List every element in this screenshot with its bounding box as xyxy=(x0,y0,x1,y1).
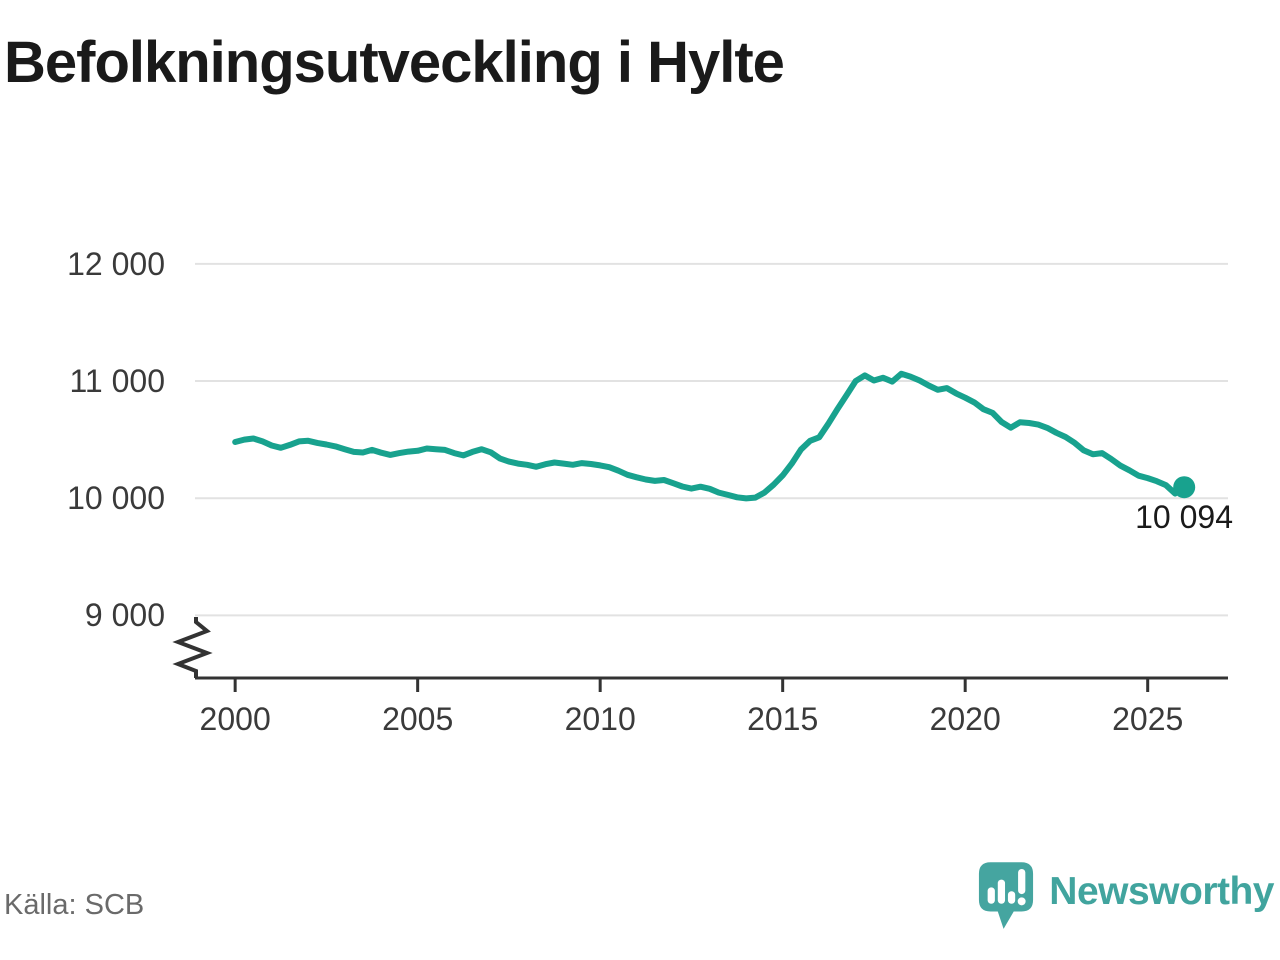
last-value-label: 10 094 xyxy=(1135,499,1233,535)
x-tick-label: 2020 xyxy=(929,701,1001,737)
y-tick-label: 11 000 xyxy=(69,363,166,400)
y-axis-break-icon xyxy=(172,617,213,678)
x-tick-label: 2025 xyxy=(1112,701,1184,737)
y-tick-label: 9 000 xyxy=(84,597,165,634)
bar-chart-speech-bubble-icon xyxy=(979,862,1034,929)
x-tick-label: 2010 xyxy=(564,701,636,737)
last-point-marker xyxy=(1173,476,1196,499)
y-tick-label: 12 000 xyxy=(67,245,165,282)
x-tick-label: 2005 xyxy=(382,701,454,737)
newsworthy-wordmark: Newsworthy xyxy=(1049,870,1274,913)
source-caption: Källa: SCB xyxy=(4,889,145,921)
newsworthy-logo: Newsworthy xyxy=(977,858,1274,936)
population-line xyxy=(232,370,1188,502)
x-tick-label: 2015 xyxy=(747,701,819,737)
chart-title: Befolkningsutveckling i Hylte xyxy=(4,30,785,95)
y-tick-label: 10 000 xyxy=(67,480,165,517)
x-tick-label: 2000 xyxy=(199,701,271,737)
